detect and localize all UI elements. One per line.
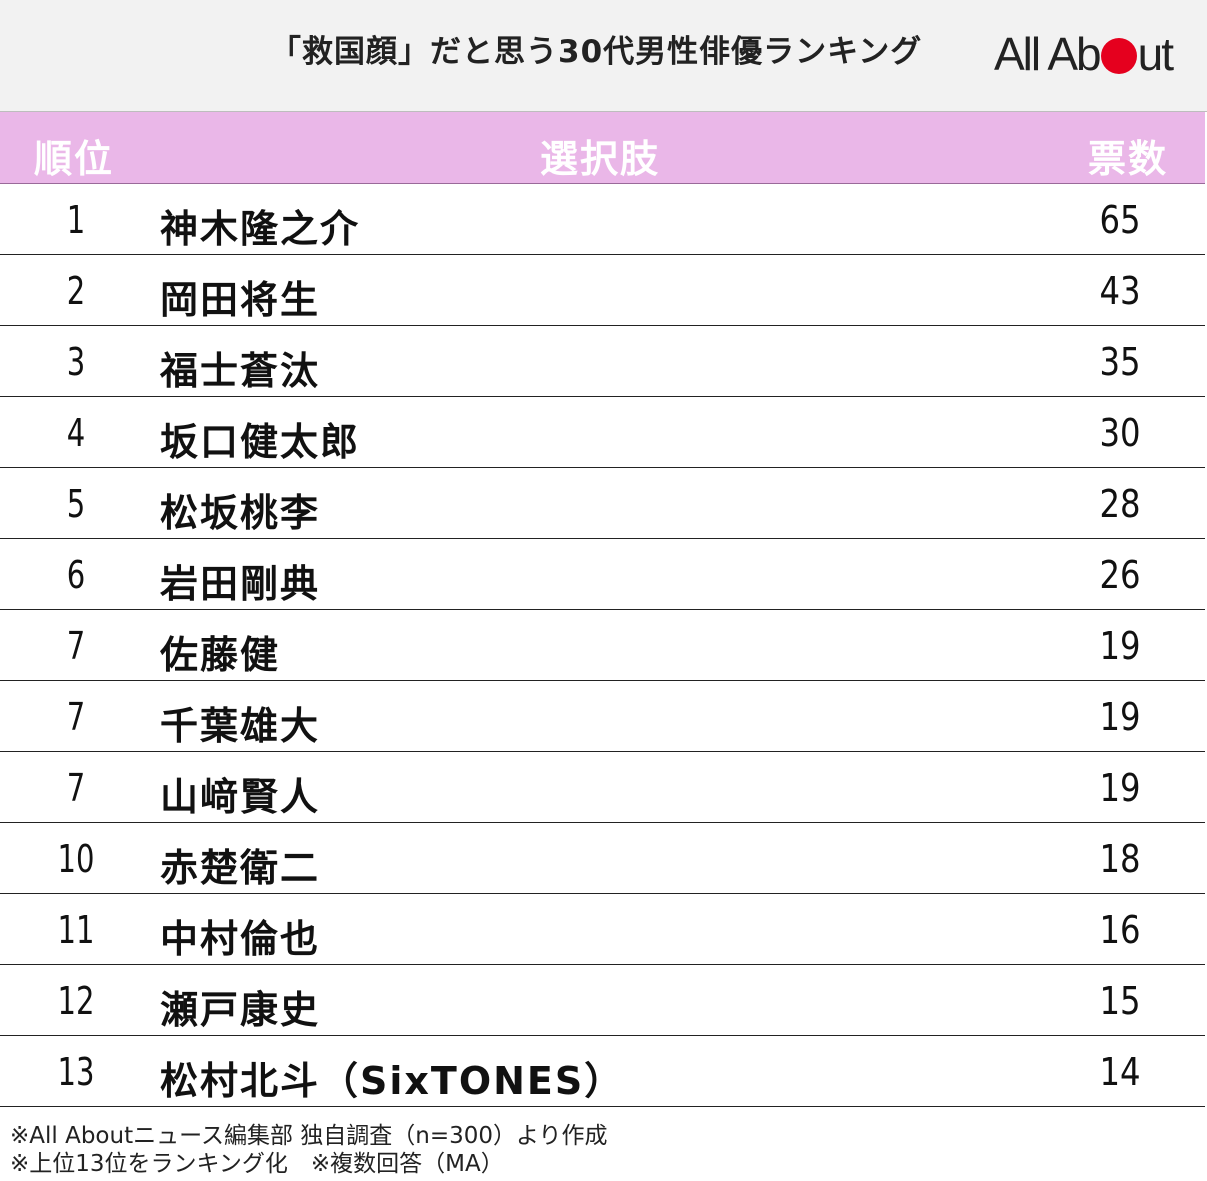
votes-cell: 28 (1099, 482, 1141, 526)
name-cell: 赤楚衛二 (160, 846, 321, 890)
all-about-logo: All Ab ut (994, 26, 1174, 82)
table-row: 12 瀬戸康史 15 (0, 965, 1205, 1036)
votes-cell: 43 (1099, 269, 1141, 313)
votes-cell: 65 (1099, 198, 1141, 242)
votes-cell: 35 (1099, 340, 1141, 384)
column-header-rank: 順位 (34, 137, 115, 181)
votes-cell: 15 (1099, 979, 1141, 1023)
votes-cell: 26 (1099, 553, 1141, 597)
logo-text-suffix: ut (1137, 28, 1174, 80)
rank-cell: 1 (66, 198, 86, 242)
table-row: 7 佐藤健 19 (0, 610, 1205, 681)
rank-cell: 10 (57, 837, 95, 881)
column-header-choice: 選択肢 (540, 137, 661, 181)
name-cell: 松村北斗（SixTONES） (160, 1059, 625, 1103)
footnote-method: ※上位13位をランキング化 ※複数回答（MA） (10, 1151, 504, 1177)
name-cell: 山﨑賢人 (160, 775, 321, 819)
rank-cell: 13 (57, 1050, 95, 1094)
title-band: 「救国顔」だと思う30代男性俳優ランキング All Ab ut (0, 0, 1207, 112)
logo-text-prefix: All Ab (994, 28, 1102, 80)
table-row: 13 松村北斗（SixTONES） 14 (0, 1036, 1205, 1107)
table-row: 7 山﨑賢人 19 (0, 752, 1205, 823)
table-row: 6 岩田剛典 26 (0, 539, 1205, 610)
footnote-source: ※All Aboutニュース編集部 独自調査（n=300）より作成 (10, 1123, 608, 1149)
rank-cell: 4 (66, 411, 86, 455)
rank-cell: 5 (66, 482, 86, 526)
name-cell: 神木隆之介 (160, 207, 361, 251)
table-row: 5 松坂桃李 28 (0, 468, 1205, 539)
ranking-table-body: 1 神木隆之介 65 2 岡田将生 43 3 福士蒼汰 35 4 坂口健太郎 30 5 松坂桃李 28 6 岩田… (0, 184, 1205, 1107)
column-header-votes: 票数 (1088, 137, 1169, 181)
votes-cell: 19 (1099, 766, 1141, 810)
table-row: 7 千葉雄大 19 (0, 681, 1205, 752)
footnotes: ※All Aboutニュース編集部 独自調査（n=300）より作成 ※上位13位… (10, 1122, 608, 1178)
name-cell: 坂口健太郎 (160, 420, 361, 464)
table-row: 10 赤楚衛二 18 (0, 823, 1205, 894)
rank-cell: 11 (57, 908, 95, 952)
rank-cell: 7 (66, 695, 86, 739)
votes-cell: 19 (1099, 624, 1141, 668)
name-cell: 瀬戸康史 (160, 988, 321, 1032)
name-cell: 岡田将生 (160, 278, 321, 322)
votes-cell: 18 (1099, 837, 1141, 881)
table-row: 1 神木隆之介 65 (0, 184, 1205, 255)
table-row: 11 中村倫也 16 (0, 894, 1205, 965)
table-row: 4 坂口健太郎 30 (0, 397, 1205, 468)
votes-cell: 14 (1099, 1050, 1141, 1094)
rank-cell: 2 (66, 269, 86, 313)
name-cell: 中村倫也 (160, 917, 321, 961)
name-cell: 福士蒼汰 (160, 349, 321, 393)
votes-cell: 16 (1099, 908, 1141, 952)
logo-dot-icon (1100, 38, 1137, 74)
rank-cell: 7 (66, 624, 86, 668)
name-cell: 佐藤健 (160, 633, 281, 677)
name-cell: 千葉雄大 (160, 704, 321, 748)
rank-cell: 7 (66, 766, 86, 810)
name-cell: 岩田剛典 (160, 562, 321, 606)
chart-title: 「救国顔」だと思う30代男性俳優ランキング (270, 34, 923, 70)
votes-cell: 30 (1099, 411, 1141, 455)
table-row: 3 福士蒼汰 35 (0, 326, 1205, 397)
votes-cell: 19 (1099, 695, 1141, 739)
table-row: 2 岡田将生 43 (0, 255, 1205, 326)
rank-cell: 12 (57, 979, 95, 1023)
table-header: 順位 選択肢 票数 (0, 112, 1205, 184)
rank-cell: 6 (66, 553, 86, 597)
rank-cell: 3 (66, 340, 86, 384)
name-cell: 松坂桃李 (160, 491, 321, 535)
